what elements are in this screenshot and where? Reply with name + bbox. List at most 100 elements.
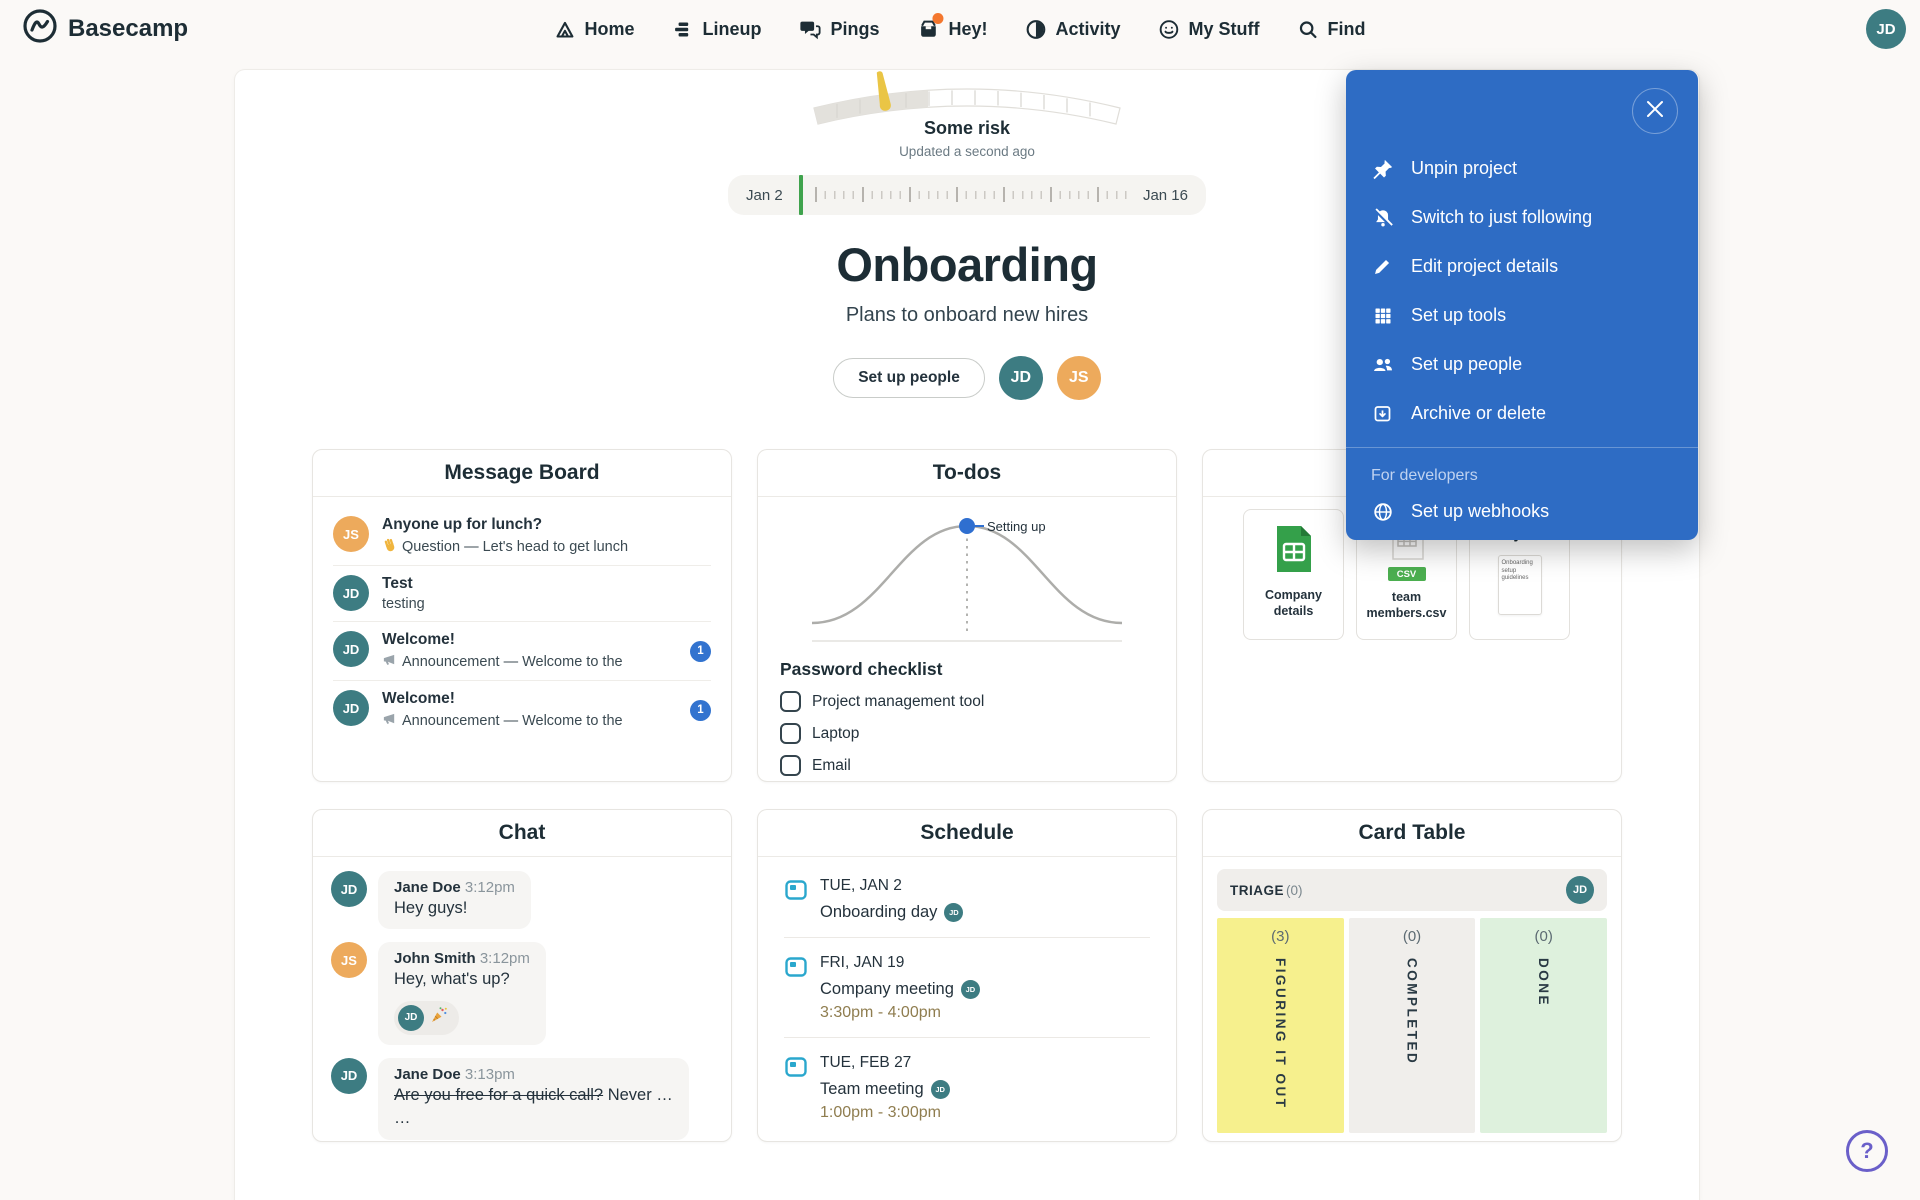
checkbox-unchecked[interactable] <box>780 723 801 744</box>
nav-menu: Home Lineup Pings <box>554 0 1366 58</box>
nav-item-my-stuff[interactable]: My Stuff <box>1159 19 1260 40</box>
set-up-people-button[interactable]: Set up people <box>833 358 985 398</box>
chat-message: JS John Smith 3:12pm Hey, what's up? JD <box>331 942 713 1045</box>
checkbox-unchecked[interactable] <box>780 755 801 776</box>
basecamp-logo[interactable]: Basecamp <box>22 8 188 51</box>
megaphone-icon <box>382 652 397 671</box>
message-board-title[interactable]: Message Board <box>313 450 731 497</box>
close-icon <box>1645 99 1665 124</box>
hill-point-label: Setting up <box>987 519 1046 534</box>
people-icon <box>1371 354 1394 376</box>
reaction-avatar: JD <box>398 1004 424 1031</box>
column-completed[interactable]: (0) COMPLETED <box>1348 918 1476 1133</box>
chat-title[interactable]: Chat <box>313 810 731 857</box>
chat-text-more: … <box>394 1109 411 1128</box>
column-done[interactable]: (0) DONE <box>1480 918 1608 1133</box>
nav-item-pings[interactable]: Pings <box>799 18 879 40</box>
timeline-ticks <box>814 175 1131 215</box>
post-preview: testing <box>382 596 425 612</box>
column-figuring-it-out[interactable]: (3) FIGURING IT OUT <box>1217 918 1344 1133</box>
nav-label: Hey! <box>948 18 988 39</box>
menu-item-set-up-tools[interactable]: Set up tools <box>1346 291 1698 340</box>
schedule-event[interactable]: TUE, JAN 2 Onboarding day JD <box>784 861 1150 937</box>
post-title: Welcome! <box>382 631 455 648</box>
file-name: Company details <box>1265 588 1322 618</box>
message-post[interactable]: JD Welcome! Announcement — Welcome to th… <box>333 680 711 739</box>
schedule-event[interactable]: FRI, JAN 19 Company meeting JD 3:30pm - … <box>784 937 1150 1037</box>
menu-item-switch-following[interactable]: Switch to just following <box>1346 193 1698 242</box>
chat-timestamp: 3:13pm <box>464 1065 515 1083</box>
project-subtitle: Plans to onboard new hires <box>845 304 1089 326</box>
project-options-menu: Unpin project Switch to just following <box>1346 70 1698 540</box>
card-table-title[interactable]: Card Table <box>1203 810 1621 857</box>
globe-icon <box>1371 501 1394 523</box>
post-author-avatar: JD <box>333 690 369 726</box>
menu-item-set-up-webhooks[interactable]: Set up webhooks <box>1346 487 1698 536</box>
chat-author-name: Jane Doe <box>394 879 461 896</box>
message-post[interactable]: JD Welcome! Announcement — Welcome to th… <box>333 621 711 680</box>
nav-label: My Stuff <box>1188 18 1260 39</box>
file-tile-company-details[interactable]: Company details <box>1243 509 1344 640</box>
hill-point[interactable] <box>959 518 975 534</box>
event-name: Team meeting <box>820 1080 924 1098</box>
event-date: FRI, JAN 19 <box>820 954 905 971</box>
project-title: Onboarding <box>836 238 1098 291</box>
chat-message: JD Jane Doe 3:13pm Are you free for a qu… <box>331 1057 713 1140</box>
post-preview: Announcement — Welcome to the <box>402 653 623 670</box>
post-author-avatar: JS <box>333 516 369 552</box>
chat-text: Hey, what's up? <box>394 970 510 989</box>
nav-label: Home <box>584 18 635 39</box>
schedule-event[interactable]: TUE, FEB 27 Team meeting JD 1:00pm - 3:0… <box>784 1037 1150 1137</box>
message-board-list: JS Anyone up for lunch? <box>313 497 731 781</box>
chat-timestamp: 3:12pm <box>479 950 530 968</box>
member-avatar[interactable]: JS <box>1056 356 1101 400</box>
close-menu-button[interactable] <box>1632 88 1678 134</box>
todos-title[interactable]: To-dos <box>758 450 1176 497</box>
member-avatar[interactable]: JD <box>998 356 1043 400</box>
search-icon <box>1298 19 1319 40</box>
column-label: DONE <box>1536 958 1552 1008</box>
checklist-title[interactable]: Password checklist <box>780 659 943 679</box>
risk-gauge <box>813 71 1121 125</box>
pencil-icon <box>1371 256 1394 277</box>
todo-item[interactable]: Project management tool <box>780 691 1154 712</box>
checkbox-unchecked[interactable] <box>780 691 801 712</box>
menu-item-set-up-people[interactable]: Set up people <box>1346 340 1698 389</box>
pushpin-icon <box>1371 158 1394 180</box>
user-avatar[interactable]: JD <box>1866 9 1906 49</box>
nav-item-hey[interactable]: Hey! <box>917 13 988 40</box>
unread-badge: 1 <box>690 699 711 721</box>
timeline-today-marker <box>798 175 803 215</box>
basecamp-logo-icon <box>22 8 58 51</box>
help-button[interactable]: ? <box>1846 1130 1888 1172</box>
unread-badge: 1 <box>690 640 711 662</box>
menu-item-unpin-project[interactable]: Unpin project <box>1346 144 1698 193</box>
gauge-needle <box>876 71 891 111</box>
project-hero: Some risk Updated a second ago Jan 2 Jan… <box>235 70 1699 405</box>
reaction-pill[interactable]: JD <box>394 1000 459 1035</box>
chat-author-avatar: JD <box>331 871 367 907</box>
schedule-card: Schedule TUE, JAN 2 Onboarding <box>757 809 1177 1142</box>
project-people-row: Set up people JD JS <box>833 351 1101 405</box>
menu-item-edit-project[interactable]: Edit project details <box>1346 242 1698 291</box>
schedule-title[interactable]: Schedule <box>758 810 1176 857</box>
nav-item-home[interactable]: Home <box>554 19 634 40</box>
nav-item-find[interactable]: Find <box>1298 19 1366 40</box>
todo-item[interactable]: Laptop <box>780 723 1154 744</box>
event-name: Company meeting <box>820 980 954 998</box>
event-participant-avatar: JD <box>960 980 980 999</box>
message-post[interactable]: JS Anyone up for lunch? <box>333 507 711 565</box>
todo-item[interactable]: Email <box>780 755 1154 776</box>
project-timeline[interactable]: Jan 2 Jan 16 <box>728 175 1206 215</box>
chat-author-avatar: JD <box>331 1057 367 1094</box>
menu-item-archive-delete[interactable]: Archive or delete <box>1346 389 1698 438</box>
message-post[interactable]: JD Test testing <box>333 565 711 621</box>
nav-label: Lineup <box>702 18 762 39</box>
triage-bar[interactable]: TRIAGE (0) JD <box>1217 869 1607 911</box>
nav-item-lineup[interactable]: Lineup <box>672 19 761 40</box>
post-title: Test <box>382 575 413 592</box>
post-title: Welcome! <box>382 690 455 707</box>
nav-item-activity[interactable]: Activity <box>1026 19 1121 40</box>
smiley-icon <box>1159 19 1180 40</box>
brand-name: Basecamp <box>68 15 189 42</box>
